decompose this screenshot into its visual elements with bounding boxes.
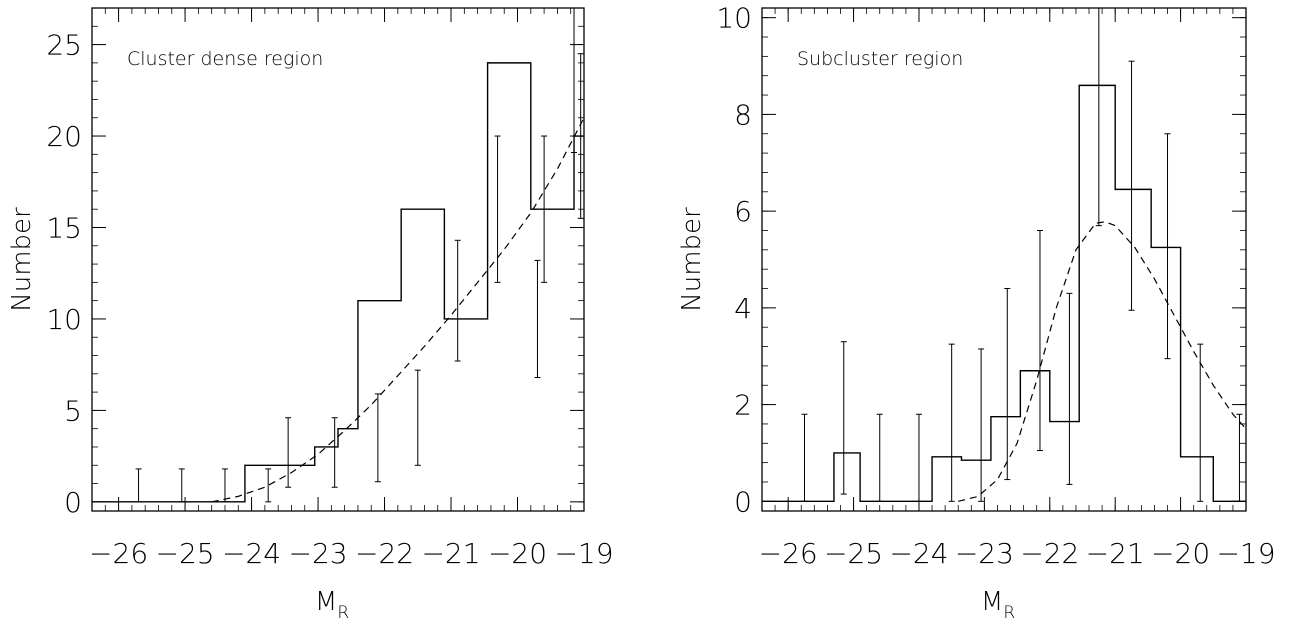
chart-panel-2: −26 −25 −24 −23 −22 −21 −20 −19 0 2 4 6 8 10 MR Number S…	[677, 2, 1276, 623]
x-tick-label: −23	[955, 537, 1014, 570]
chart-panel-1: −26 −25 −24 −23 −22 −21 −20 −19 0 5 10 15 20 25 MR Numb…	[7, 7, 614, 623]
x-tick-label: −25	[824, 537, 883, 570]
x-tick-label: −19	[554, 537, 613, 570]
plot-frame	[91, 7, 585, 512]
y-tick-label: 10	[716, 2, 752, 35]
x-tick-label: −20	[488, 537, 547, 570]
y-tick-label: 15	[46, 211, 82, 244]
fit-curve	[958, 221, 1247, 502]
x-tick-label: −20	[1151, 537, 1210, 570]
region-label: Subcluster region	[797, 48, 963, 70]
x-tick-label: −22	[355, 537, 414, 570]
y-tick-label: 6	[734, 195, 752, 228]
x-tick-label: −19	[1216, 537, 1275, 570]
y-tick-label: 0	[734, 485, 752, 518]
region-label: Cluster dense region	[127, 48, 323, 70]
x-tick-label: −22	[1020, 537, 1079, 570]
x-tick-label: −26	[759, 537, 818, 570]
y-tick-label: 10	[46, 303, 82, 336]
y-tick-label: 5	[64, 394, 82, 427]
x-tick-label: −24	[889, 537, 948, 570]
x-tick-label: −21	[421, 537, 480, 570]
y-axis-label: Number	[677, 207, 707, 312]
histogram-line	[92, 62, 584, 503]
plot-frame	[761, 7, 1247, 512]
x-tick-label: −24	[222, 537, 281, 570]
y-tick-label: 8	[734, 98, 752, 131]
x-tick-label: −26	[89, 537, 148, 570]
y-axis-label: Number	[7, 207, 37, 312]
fit-curve	[211, 117, 585, 503]
x-tick-label: −21	[1086, 537, 1145, 570]
y-tick-label: 4	[734, 292, 752, 325]
x-axis-label: MR	[315, 587, 349, 623]
y-tick-label: 2	[734, 389, 752, 422]
x-tick-label: −23	[289, 537, 348, 570]
x-axis-label: MR	[981, 587, 1015, 623]
y-tick-label: 20	[46, 120, 82, 153]
x-tick-label: −25	[156, 537, 215, 570]
histogram-line	[762, 84, 1246, 503]
y-tick-label: 0	[64, 486, 82, 519]
y-tick-label: 25	[46, 29, 82, 62]
